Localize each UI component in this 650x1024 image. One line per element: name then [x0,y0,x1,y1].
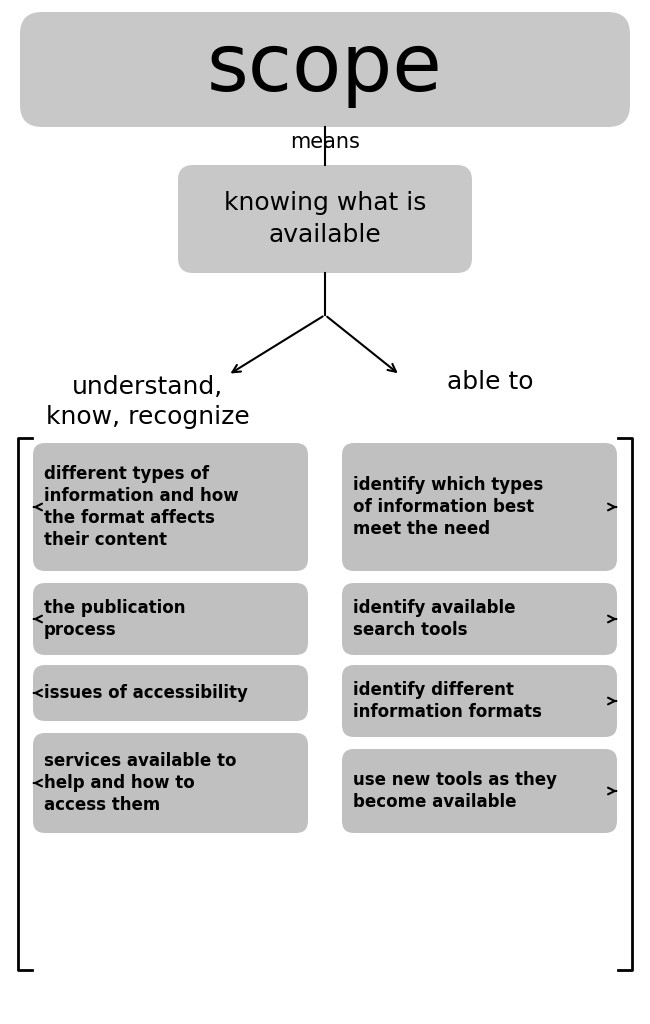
FancyBboxPatch shape [20,12,630,127]
FancyBboxPatch shape [33,583,308,655]
Text: understand,
know, recognize: understand, know, recognize [46,375,250,429]
FancyBboxPatch shape [33,443,308,571]
FancyBboxPatch shape [33,733,308,833]
Text: means: means [290,132,360,152]
Text: able to: able to [447,370,533,394]
Text: identify which types
of information best
meet the need: identify which types of information best… [353,476,543,539]
Text: identify different
information formats: identify different information formats [353,681,542,721]
FancyBboxPatch shape [342,443,617,571]
FancyBboxPatch shape [342,749,617,833]
FancyBboxPatch shape [342,665,617,737]
Text: knowing what is
available: knowing what is available [224,191,426,247]
FancyBboxPatch shape [342,583,617,655]
Text: scope: scope [207,31,443,109]
Text: use new tools as they
become available: use new tools as they become available [353,771,557,811]
Text: different types of
information and how
the format affects
their content: different types of information and how t… [44,465,239,549]
Text: services available to
help and how to
access them: services available to help and how to ac… [44,752,237,814]
FancyBboxPatch shape [33,665,308,721]
FancyBboxPatch shape [178,165,472,273]
Text: the publication
process: the publication process [44,599,185,639]
Text: identify available
search tools: identify available search tools [353,599,515,639]
Text: issues of accessibility: issues of accessibility [44,684,248,702]
